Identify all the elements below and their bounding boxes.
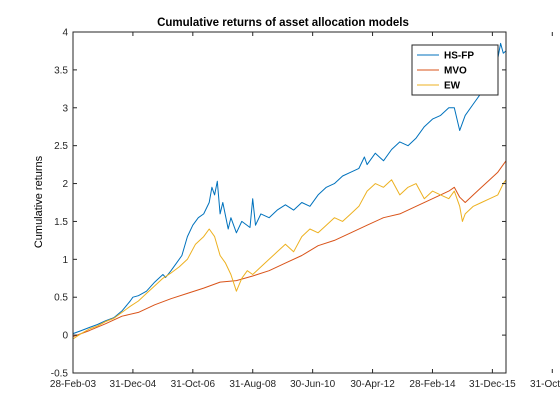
x-tick-label: 31-Oct-17	[530, 379, 560, 390]
y-tick-label: 0	[62, 331, 68, 342]
y-tick-label: 4	[62, 28, 68, 39]
y-tick-label: 2.5	[54, 141, 68, 152]
x-tick-label: 31-Aug-08	[229, 379, 276, 390]
plot-frame	[72, 31, 507, 374]
y-tick-label: 1.5	[54, 217, 68, 228]
legend-label: MVO	[444, 66, 467, 77]
x-tick-label: 31-Dec-15	[469, 379, 516, 390]
legend: HS-FP MVO EW	[411, 44, 499, 96]
y-tick-label: 0.5	[54, 293, 68, 304]
series-line-mvo	[72, 160, 507, 338]
series-line-hs-fp	[72, 42, 507, 335]
y-tick-label: -0.5	[51, 369, 69, 380]
x-tick-label: 31-Dec-04	[110, 379, 157, 390]
y-tick-label: 2	[62, 179, 68, 190]
y-tick-label: 3	[62, 103, 68, 114]
legend-label: EW	[444, 81, 461, 92]
y-tick-label: 3.5	[54, 65, 68, 76]
chart-title: Cumulative returns of asset allocation m…	[157, 17, 409, 29]
y-tick-label: 1	[62, 255, 68, 266]
series-layer	[72, 42, 507, 340]
x-tick-label: 30-Apr-12	[350, 379, 395, 390]
ticks-layer: -0.5 0 0.5 1 1.5 2 2.5 3 3.5 4 28-Feb-03 31-Dec-04 3…	[50, 28, 560, 391]
x-tick-label: 28-Feb-14	[409, 379, 456, 390]
y-axis-title: Cumulative returns	[33, 155, 45, 248]
x-tick-label: 28-Feb-03	[50, 379, 97, 390]
legend-label: HS-FP	[444, 51, 474, 62]
x-tick-label: 30-Jun-10	[290, 379, 335, 390]
x-tick-label: 31-Oct-06	[171, 379, 216, 390]
series-line-ew	[72, 179, 507, 340]
